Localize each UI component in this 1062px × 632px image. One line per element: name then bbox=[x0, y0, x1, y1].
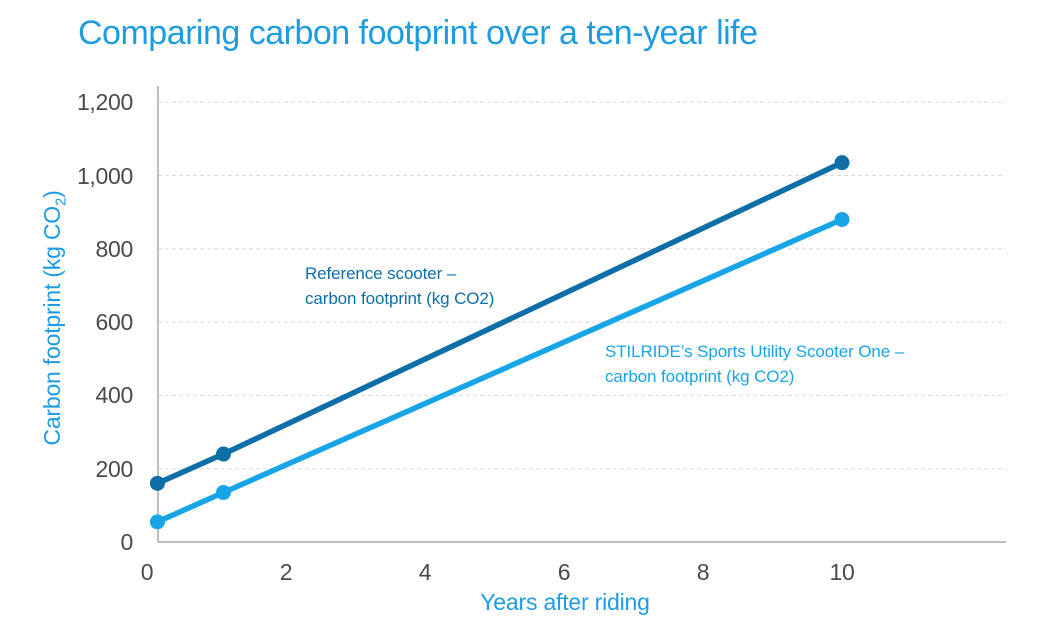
y-axis-title-subscript: 2 bbox=[52, 197, 70, 207]
series-label-reference: Reference scooter – carbon footprint (kg… bbox=[305, 261, 494, 311]
x-tick-label: 6 bbox=[557, 559, 571, 585]
x-tick-label: 4 bbox=[418, 559, 432, 585]
series-label-stilride-line2: carbon footprint (kg CO2) bbox=[605, 367, 795, 386]
y-tick-label: 0 bbox=[120, 529, 134, 555]
y-axis-title-text: Carbon footprint (kg CO bbox=[39, 206, 65, 446]
data-point-stilride bbox=[834, 211, 850, 227]
series-label-reference-line2: carbon footprint (kg CO2) bbox=[305, 289, 495, 308]
y-tick-label: 1,200 bbox=[76, 89, 133, 116]
y-tick-label: 800 bbox=[95, 235, 134, 262]
series-line-reference bbox=[154, 159, 845, 487]
data-point-stilride bbox=[215, 485, 231, 501]
data-point-reference bbox=[834, 155, 850, 171]
y-tick-label: 1,000 bbox=[76, 162, 133, 189]
y-tick-label: 400 bbox=[95, 382, 134, 409]
y-axis-title: Carbon footprint (kg CO2) bbox=[39, 138, 70, 498]
y-tick-label: 200 bbox=[95, 455, 134, 482]
y-tick-label: 600 bbox=[95, 309, 134, 336]
x-tick-label: 2 bbox=[279, 559, 293, 585]
series-label-stilride: STILRIDE’s Sports Utility Scooter One – … bbox=[605, 339, 904, 389]
data-point-reference bbox=[215, 446, 231, 462]
x-axis-title: Years after riding bbox=[480, 589, 650, 615]
data-point-reference bbox=[149, 475, 165, 491]
x-tick-label: 10 bbox=[829, 559, 855, 585]
x-tick-label: 8 bbox=[696, 559, 710, 585]
x-tick-label: 0 bbox=[140, 559, 154, 585]
series-label-stilride-line1: STILRIDE’s Sports Utility Scooter One – bbox=[605, 342, 905, 361]
chart-title: Comparing carbon footprint over a ten-ye… bbox=[78, 14, 758, 52]
y-axis-title-close: ) bbox=[39, 190, 65, 198]
data-point-stilride bbox=[149, 514, 165, 530]
series-label-reference-line1: Reference scooter – bbox=[305, 264, 457, 283]
